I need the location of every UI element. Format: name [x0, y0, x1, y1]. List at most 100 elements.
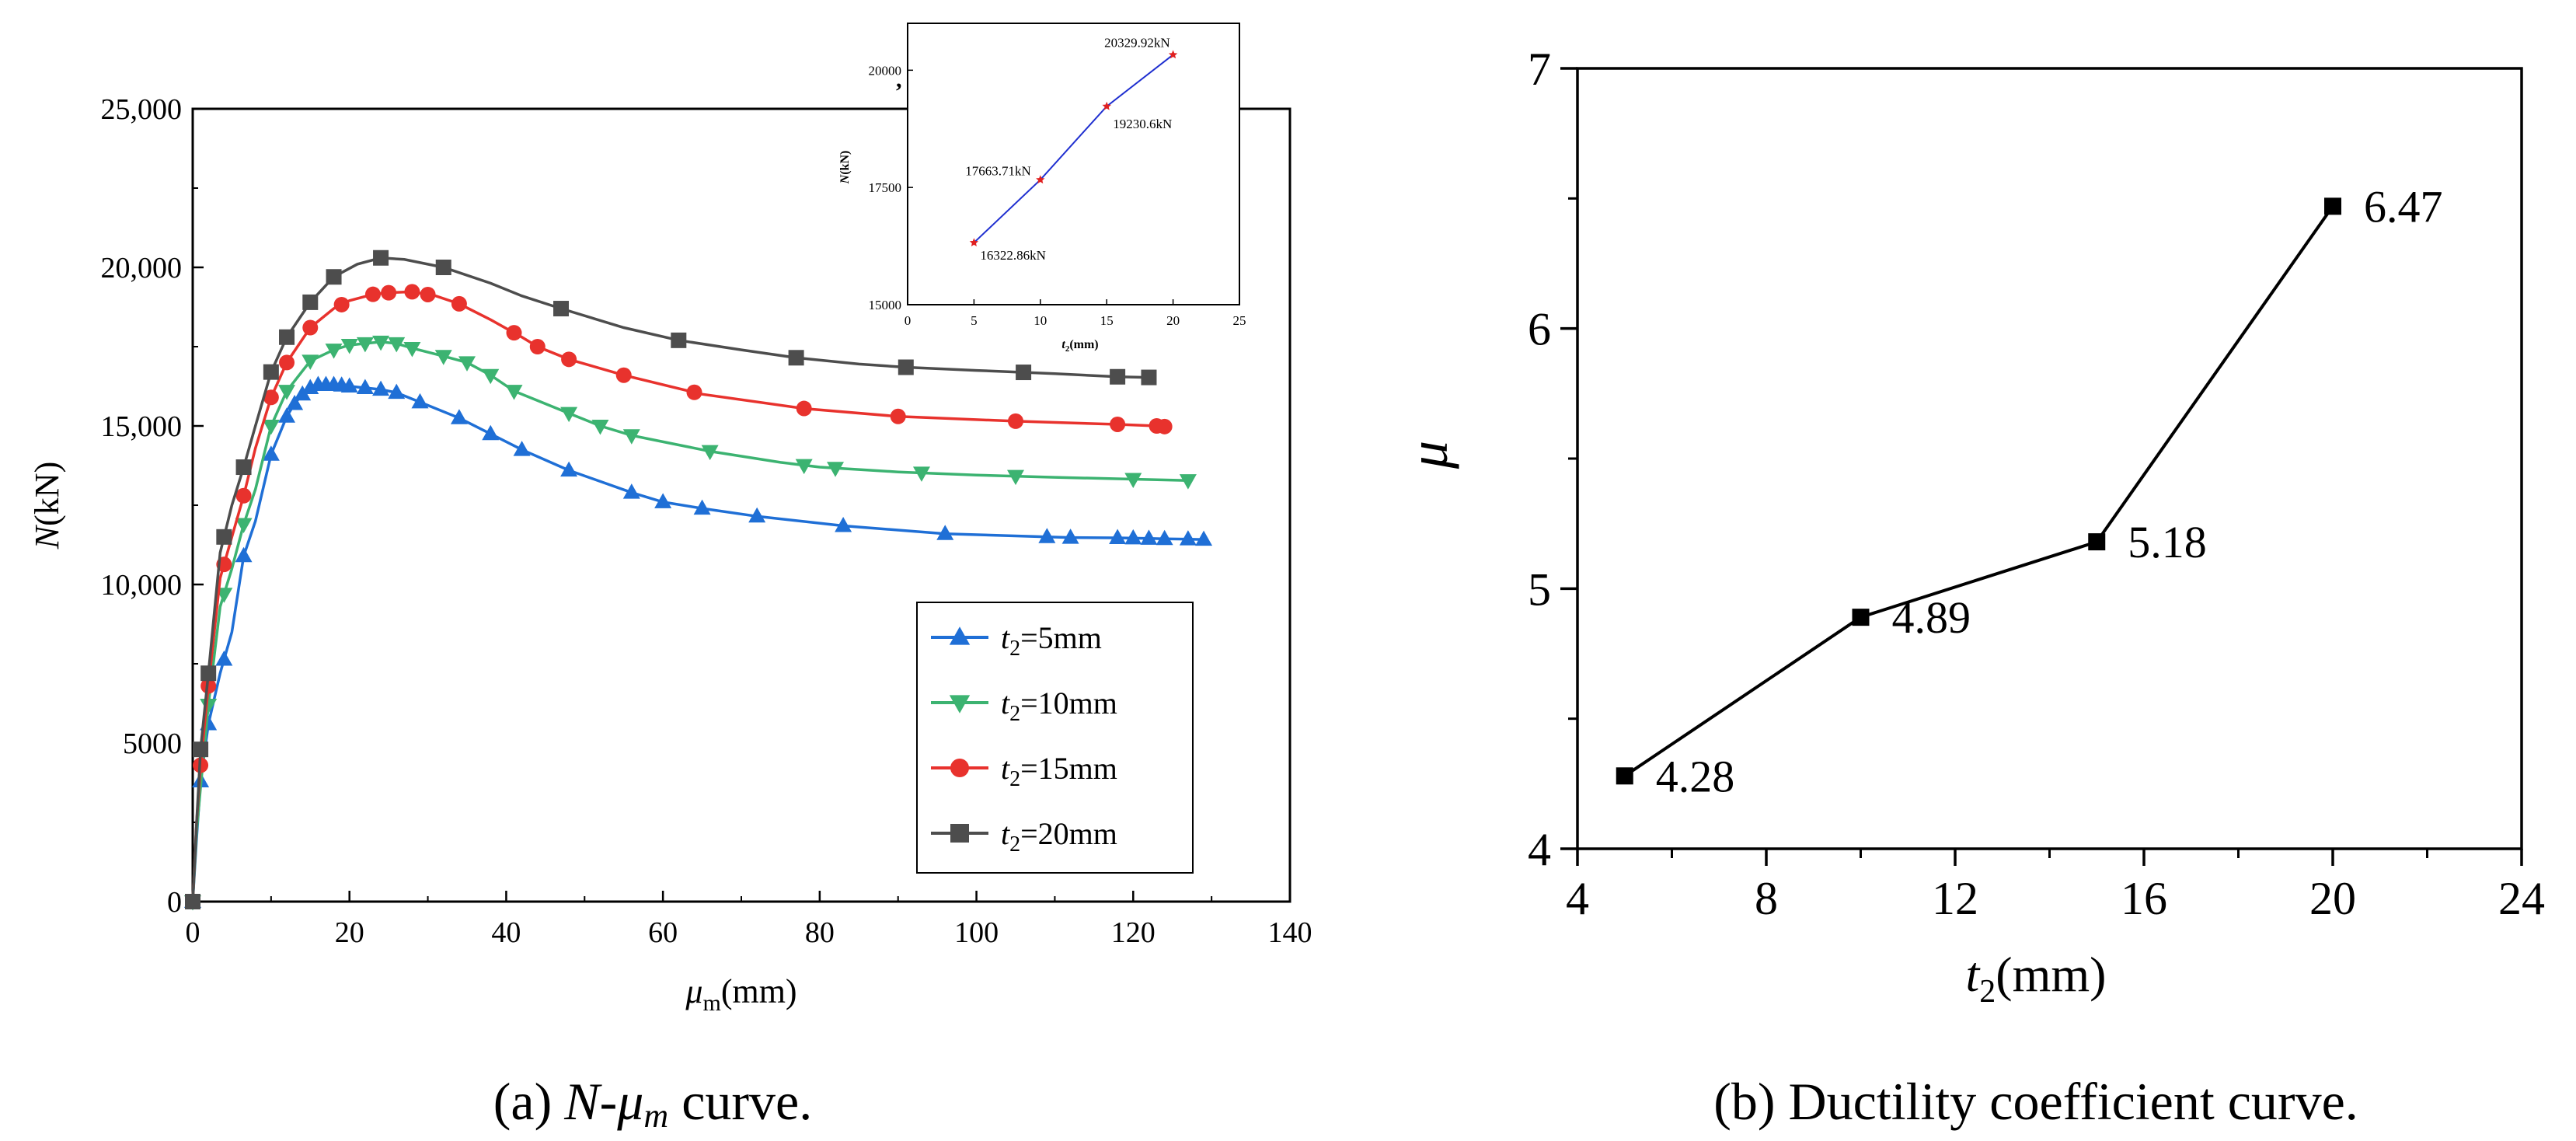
panel-a-data-point	[513, 441, 531, 456]
panel-a-data-point	[263, 364, 279, 380]
inset-plot-frame	[907, 23, 1240, 305]
panel-a-data-point	[302, 354, 319, 370]
panel-a-data-point	[458, 356, 476, 372]
panel-a-data-point	[482, 424, 500, 441]
panel-b-data-point	[1616, 767, 1633, 785]
panel-a-data-point	[200, 665, 217, 682]
panel-a-data-point	[1007, 469, 1024, 486]
panel-a-data-point	[278, 385, 296, 400]
inset-x-tick-label: 10	[1034, 313, 1047, 328]
panel-a-data-point	[215, 651, 233, 666]
panel-a-series-line	[191, 256, 1149, 902]
panel-a-data-point	[1124, 529, 1142, 545]
inset-data-point	[1168, 50, 1178, 59]
panel-a-data-point	[835, 517, 852, 532]
panel-a-data-point	[388, 383, 406, 400]
panel-a-data-point	[286, 394, 304, 410]
inset-data-label: 17663.71kN	[965, 163, 1031, 178]
panel-a-data-point	[388, 337, 406, 353]
panel-a-y-axis-label: N(kN)	[28, 462, 66, 550]
inset-x-tick-label: 20	[1166, 313, 1180, 328]
inset-data-point	[1036, 175, 1045, 184]
panel-b-data-label: 4.89	[1892, 592, 1971, 643]
panel-a-data-point	[686, 384, 702, 400]
panel-a-data-point	[279, 329, 295, 345]
panel-a-data-point	[898, 359, 914, 375]
panel-a-x-tick-label: 40	[491, 916, 521, 949]
panel-a-data-point	[340, 338, 358, 354]
panel-a-series-line	[191, 383, 1204, 902]
panel-a-inset-chart: 0 5 10 15 20 25 15000 17500 20000 16322.86kN 1766…	[838, 23, 1246, 354]
panel-a-y-tick-label: 0	[167, 886, 182, 919]
panel-a-data-point	[1179, 530, 1197, 546]
panel-a-y-tick-label: 25,000	[101, 93, 183, 126]
panel-b-series-line	[1623, 205, 2334, 777]
panel-a-data-point	[372, 380, 390, 396]
panel-a-data-point	[622, 429, 640, 445]
panel-a-y-tick-label: 10,000	[101, 569, 183, 602]
panel-a-data-point	[235, 459, 252, 476]
panel-b-x-axis-label: t2(mm)	[1966, 947, 2107, 1010]
legend-entry-3: t2=15mm	[931, 751, 1117, 791]
panel-a-data-point	[326, 269, 342, 285]
inset-data-point	[1102, 101, 1111, 110]
panel-a-data-point	[1156, 418, 1173, 434]
panel-a-legend: t2=5mm t2=10mm t2=15mm t2=20mm	[916, 602, 1194, 874]
panel-a-data-point	[560, 407, 578, 423]
panel-a-data-point	[591, 420, 609, 435]
panel-a-data-point	[701, 445, 719, 461]
panel-a-data-point	[795, 459, 813, 475]
panel-a-data-point	[333, 296, 350, 312]
panel-a-data-point	[373, 249, 389, 266]
panel-a-data-point	[279, 354, 295, 371]
inset-data-label: 19230.6kN	[1113, 117, 1172, 131]
panel-b-x-tick-label: 20	[2309, 873, 2356, 924]
panel-a-data-point	[1016, 365, 1032, 381]
panel-a-data-point	[200, 699, 218, 714]
panel-a-x-tick-label: 60	[648, 916, 678, 949]
panel-a-data-point	[356, 379, 374, 395]
panel-b-y-axis-label: μ	[1397, 441, 1459, 469]
panel-a-data-point	[381, 284, 397, 301]
panel-a-data-point	[235, 546, 253, 563]
panel-a-data-point	[827, 462, 845, 477]
panel-a-data-point	[622, 483, 640, 499]
inset-x-tick-label: 25	[1233, 313, 1246, 328]
panel-a-data-point	[216, 529, 232, 545]
panel-a-x-tick-label: 140	[1268, 916, 1312, 949]
panel-a-data-point	[1195, 530, 1213, 546]
panel-a-data-point	[302, 319, 319, 336]
panel-a-x-tick-label: 100	[954, 916, 999, 949]
inset-y-tick-label: 20000	[869, 63, 902, 78]
panel-a-data-point	[451, 295, 467, 312]
panel-a-x-tick-label: 120	[1111, 916, 1156, 949]
panel-a-data-point	[529, 339, 546, 354]
panel-b-data-label: 4.28	[1656, 751, 1735, 801]
panel-a-data-point	[748, 507, 766, 523]
panel-a-data-point	[364, 286, 381, 302]
panel-a-data-point	[912, 466, 930, 482]
panel-a-data-point	[615, 367, 632, 383]
panel-b-data-point	[1852, 609, 1870, 626]
panel-a-data-point	[1124, 473, 1142, 489]
panel-a-data-point	[372, 335, 390, 351]
panel-b-data-point	[2088, 533, 2106, 551]
panel-a-data-point	[404, 284, 420, 300]
panel-a-data-point	[1140, 529, 1158, 545]
panel-a-data-point	[325, 344, 343, 359]
panel-a-data-point	[1110, 368, 1126, 385]
panel-a-data-point	[1008, 413, 1023, 429]
panel-b-x-tick-label: 24	[2498, 873, 2545, 924]
panel-a-data-point	[890, 408, 906, 424]
panel-a-data-point	[1061, 529, 1079, 544]
panel-b-y-tick-label: 5	[1528, 564, 1551, 615]
panel-b-data-label: 6.47	[2364, 181, 2443, 232]
panel-a-data-point	[235, 487, 252, 504]
panel-a-data-point	[356, 337, 374, 353]
panel-a-data-point	[1109, 529, 1127, 545]
panel-a-data-point	[403, 342, 421, 358]
panel-b-data-label: 5.18	[2128, 517, 2207, 567]
panel-a-data-point	[235, 518, 253, 533]
inset-x-tick-label: 0	[905, 313, 912, 328]
